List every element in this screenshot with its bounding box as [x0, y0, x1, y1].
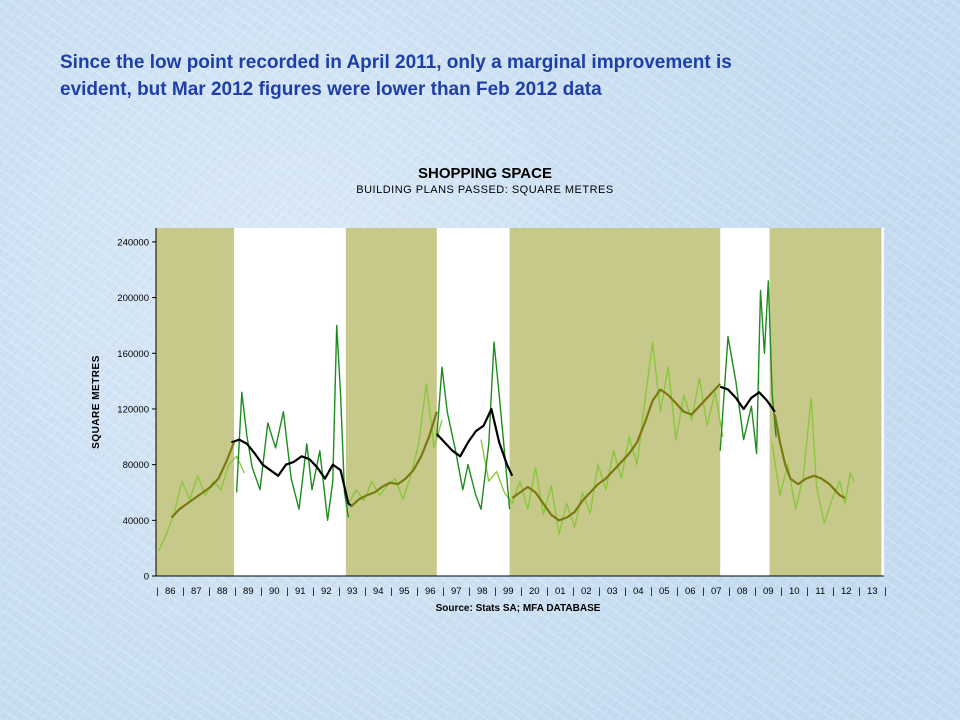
chart-subtitle: BUILDING PLANS PASSED: SQUARE METRES	[356, 184, 613, 196]
x-tick-label: 01	[555, 586, 566, 597]
x-tick-label: 13	[867, 586, 878, 597]
chart-title: SHOPPING SPACE	[418, 165, 552, 182]
x-tick-separator: |	[858, 586, 860, 597]
x-tick-separator: |	[650, 586, 652, 597]
y-tick-label: 40000	[123, 516, 149, 527]
y-tick-label: 120000	[117, 404, 149, 415]
series-4-segment-2	[350, 411, 438, 508]
x-tick-label: 06	[685, 586, 696, 597]
x-tick-separator: |	[234, 586, 236, 597]
headline-line-2: evident, but Mar 2012 figures were lower…	[60, 79, 602, 100]
x-tick-label: 02	[581, 586, 592, 597]
shaded-periods	[156, 228, 884, 576]
x-tick-label: 10	[789, 586, 800, 597]
x-tick-label: 04	[633, 586, 644, 597]
shaded-period-4	[769, 228, 882, 576]
x-tick-separator: |	[468, 586, 470, 597]
x-tick-label: 87	[191, 586, 202, 597]
x-tick-separator: |	[416, 586, 418, 597]
x-tick-separator: |	[832, 586, 834, 597]
x-tick-separator: |	[676, 586, 678, 597]
x-tick-label: 89	[243, 586, 254, 597]
x-tick-separator: |	[572, 586, 574, 597]
x-tick-separator: |	[338, 586, 340, 597]
x-tick-separator: |	[312, 586, 314, 597]
x-tick-label: 98	[477, 586, 488, 597]
series-2-segment-3	[719, 280, 777, 455]
x-tick-label: 86	[165, 586, 176, 597]
x-tick-separator: |	[520, 586, 522, 597]
y-tick-label: 240000	[117, 237, 149, 248]
x-tick-separator: |	[728, 586, 730, 597]
series-3-segment-3	[719, 385, 776, 413]
headline-line-1: Since the low point recorded in April 20…	[60, 52, 732, 73]
y-tick-labels: 0 40000 80000 120000 160000 200000 240000	[117, 237, 149, 582]
series-3-segment-2	[435, 407, 514, 477]
series-4-segment-4	[773, 414, 846, 499]
x-tick-separator: |	[598, 586, 600, 597]
x-tick-label: 93	[347, 586, 358, 597]
x-tick-label: 97	[451, 586, 462, 597]
x-tick-label: 91	[295, 586, 306, 597]
shaded-period-2	[345, 228, 437, 576]
x-tick-separator: |	[286, 586, 288, 597]
series-lines	[157, 280, 855, 552]
x-tick-separator: |	[156, 586, 158, 597]
y-tick-label: 80000	[123, 460, 149, 471]
x-tick-label: 92	[321, 586, 332, 597]
x-tick-separator: |	[884, 586, 886, 597]
series-4-segment-3	[511, 383, 722, 522]
x-tick-label: 05	[659, 586, 670, 597]
x-tick-separator: |	[182, 586, 184, 597]
series-1-segment-4	[771, 397, 855, 524]
x-tick-label: 07	[711, 586, 722, 597]
x-tick-label: 99	[503, 586, 514, 597]
x-tick-label: 90	[269, 586, 280, 597]
series-2-segment-2	[436, 341, 511, 510]
series-4-segment-1	[170, 441, 236, 519]
x-tick-separator: |	[806, 586, 808, 597]
x-tick-separator: |	[754, 586, 756, 597]
x-tick-label: 11	[815, 586, 825, 597]
x-tick-separator: |	[260, 586, 262, 597]
series-1-segment-3	[480, 341, 724, 535]
x-tick-separator: |	[208, 586, 210, 597]
x-tick-label: 03	[607, 586, 618, 597]
shaded-period-1	[156, 228, 234, 576]
x-tick-labels: | 86 | 87 | 88 | 89 | 90 | 91 | 92 | 93 | 94 | 95 | 96 | 97 | 98 |…	[156, 586, 886, 597]
x-tick-label: 96	[425, 586, 436, 597]
x-tick-separator: |	[442, 586, 444, 597]
x-tick-separator: |	[546, 586, 548, 597]
series-3-segment-1	[231, 438, 353, 508]
x-tick-separator: |	[780, 586, 782, 597]
x-tick-label: 94	[373, 586, 384, 597]
x-tick-separator: |	[624, 586, 626, 597]
shaded-period-3	[509, 228, 721, 576]
x-tick-label: 12	[841, 586, 852, 597]
chart-axes	[152, 228, 884, 577]
chart-source: Source: Stats SA; MFA DATABASE	[436, 603, 601, 614]
series-2-segment-1	[235, 324, 350, 521]
x-tick-label: 95	[399, 586, 410, 597]
slide-headline: Since the low point recorded in April 20…	[60, 49, 920, 103]
x-tick-separator: |	[702, 586, 704, 597]
x-tick-label: 09	[763, 586, 774, 597]
x-tick-separator: |	[364, 586, 366, 597]
x-tick-label: 20	[529, 586, 540, 597]
x-tick-label: 88	[217, 586, 228, 597]
x-tick-separator: |	[494, 586, 496, 597]
y-tick-label: 0	[144, 572, 149, 583]
y-tick-label: 200000	[117, 293, 149, 304]
x-tick-label: 08	[737, 586, 748, 597]
x-tick-separator: |	[390, 586, 392, 597]
series-1-segment-2	[347, 383, 443, 504]
y-tick-label: 160000	[117, 349, 149, 360]
y-axis-label: SQUARE METRES	[91, 355, 102, 449]
